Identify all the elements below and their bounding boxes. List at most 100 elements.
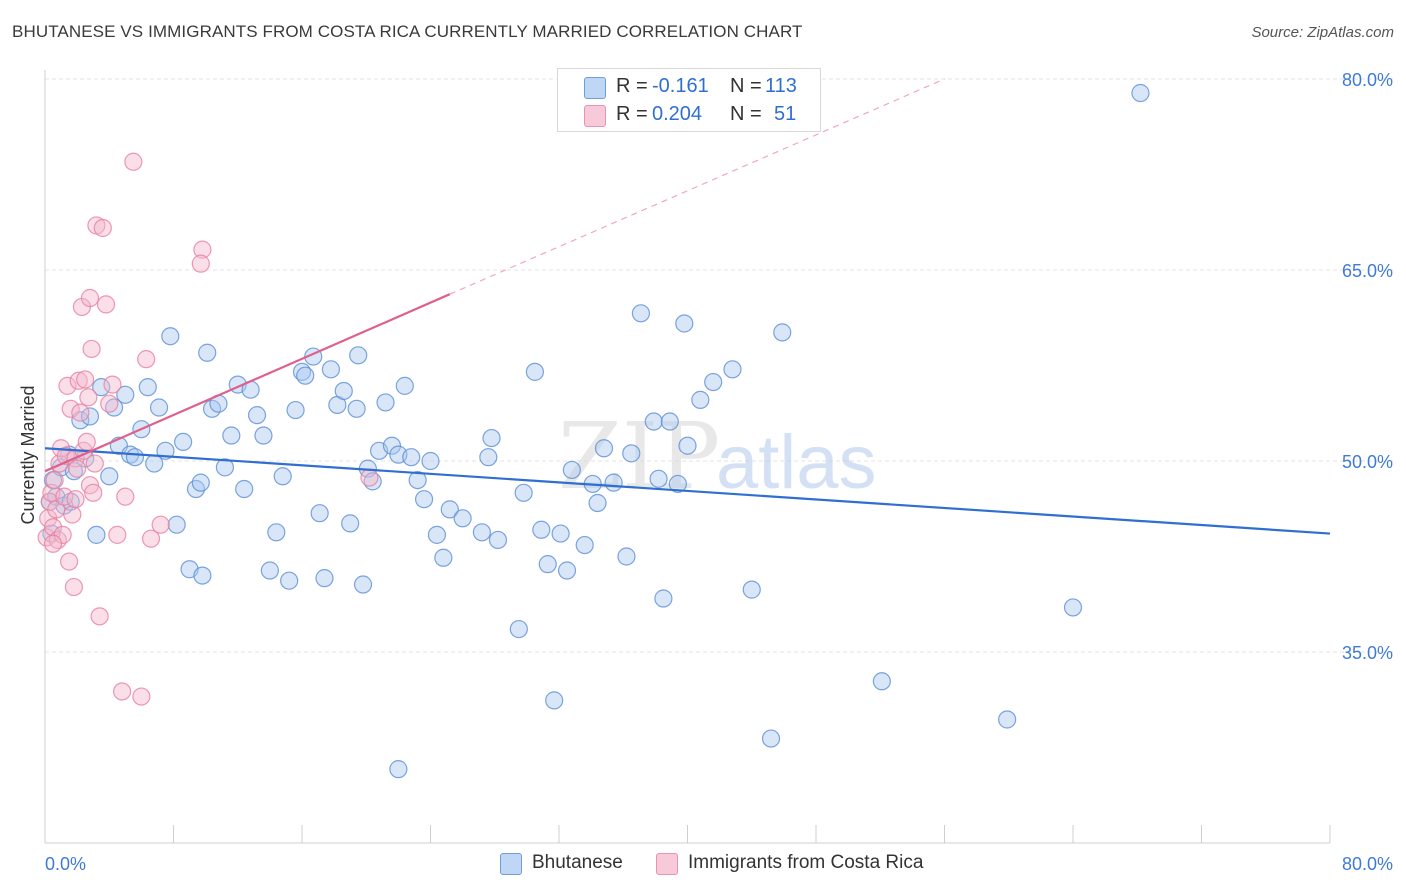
axes <box>44 70 1331 844</box>
data-point <box>315 569 334 588</box>
data-point <box>79 388 98 407</box>
legend-r-label: R = <box>616 75 648 97</box>
data-point <box>87 525 106 544</box>
gridlines <box>45 78 1393 653</box>
data-point <box>93 218 112 238</box>
data-point <box>161 327 180 346</box>
data-point <box>761 729 781 748</box>
data-point <box>704 372 723 392</box>
data-point <box>538 555 557 574</box>
data-point <box>349 346 368 365</box>
data-point <box>334 381 353 401</box>
data-point <box>286 400 305 420</box>
data-point <box>174 432 193 451</box>
trend-line-bhutanese <box>44 447 1331 535</box>
data-point <box>92 378 111 397</box>
data-point <box>488 530 508 550</box>
data-point <box>58 376 77 395</box>
data-point <box>557 561 577 580</box>
bottom-legend-label-costa-rica: Immigrants from Costa Rica <box>688 852 924 873</box>
data-point <box>296 366 315 385</box>
data-point <box>575 535 594 555</box>
source-label: Source: ZipAtlas.com <box>1251 24 1394 41</box>
legend-n-label: N = <box>730 103 762 125</box>
legend-r-value: 0.204 <box>652 103 703 125</box>
data-point <box>235 479 254 499</box>
legend-r-value: -0.161 <box>652 75 709 97</box>
tick-labels: 35.0% 50.0% 65.0% 80.0% 0.0% 80.0% <box>45 70 1393 874</box>
data-point <box>353 575 373 594</box>
data-point <box>191 254 210 273</box>
data-point <box>66 490 85 509</box>
data-point <box>631 304 651 323</box>
data-point <box>191 473 210 492</box>
data-point <box>137 350 156 369</box>
data-point <box>617 547 636 566</box>
data-point <box>376 393 395 412</box>
data-point <box>193 240 212 259</box>
data-point <box>103 375 122 394</box>
data-point <box>84 483 103 502</box>
data-point <box>167 515 186 534</box>
legend-swatch-costa-rica <box>584 105 606 127</box>
data-point <box>678 436 697 455</box>
data-point <box>80 407 100 426</box>
trend-lines <box>44 78 1331 535</box>
data-point <box>96 295 116 314</box>
data-point <box>151 515 170 534</box>
data-point <box>588 493 607 513</box>
correlation-legend: R = -0.161 N = 113 R = 0.204 N = 51 <box>557 68 821 132</box>
data-point <box>108 525 127 544</box>
data-point <box>440 500 459 519</box>
data-point <box>421 451 440 471</box>
data-point <box>414 490 434 509</box>
legend-row-bhutanese: R = -0.161 N = 113 <box>558 73 820 101</box>
data-point <box>691 390 710 409</box>
data-point <box>389 760 408 779</box>
data-point <box>260 561 279 580</box>
data-point <box>267 523 286 542</box>
data-point <box>310 504 329 523</box>
legend-n-value: 113 <box>765 75 797 97</box>
data-point <box>77 432 96 451</box>
data-point <box>138 378 157 397</box>
data-point <box>149 398 169 417</box>
data-point <box>254 426 273 445</box>
data-point <box>347 399 366 418</box>
data-point <box>141 529 161 548</box>
data-point <box>382 436 402 455</box>
data-point <box>247 406 267 425</box>
data-point <box>551 524 570 543</box>
y-tick-label: 65.0% <box>1342 261 1393 281</box>
data-point <box>124 152 143 171</box>
legend-swatch-bhutanese <box>584 77 606 99</box>
costa-rica-points <box>37 152 379 706</box>
data-point <box>45 471 64 490</box>
data-point <box>453 509 472 528</box>
legend-n-value: 51 <box>774 103 797 125</box>
data-point <box>125 448 145 467</box>
data-point <box>654 589 673 608</box>
data-point <box>482 428 501 448</box>
data-point <box>100 394 119 413</box>
data-point <box>215 458 234 477</box>
chart-title: BHUTANESE VS IMMIGRANTS FROM COSTA RICA … <box>12 22 803 41</box>
data-point <box>100 467 119 486</box>
data-point <box>1063 598 1083 617</box>
data-point <box>532 520 551 539</box>
data-point <box>112 682 132 701</box>
data-point <box>872 672 891 691</box>
data-point <box>649 469 668 488</box>
data-point <box>742 580 761 599</box>
data-point <box>622 444 641 463</box>
data-point <box>644 412 663 431</box>
data-point <box>360 468 379 487</box>
legend-row-costa-rica: R = 0.204 N = 51 <box>558 101 820 129</box>
data-point <box>80 288 100 308</box>
data-point <box>723 360 742 379</box>
data-point <box>85 454 104 473</box>
data-point <box>998 710 1017 729</box>
legend-r-label: R = <box>616 103 648 125</box>
data-point <box>90 607 109 626</box>
